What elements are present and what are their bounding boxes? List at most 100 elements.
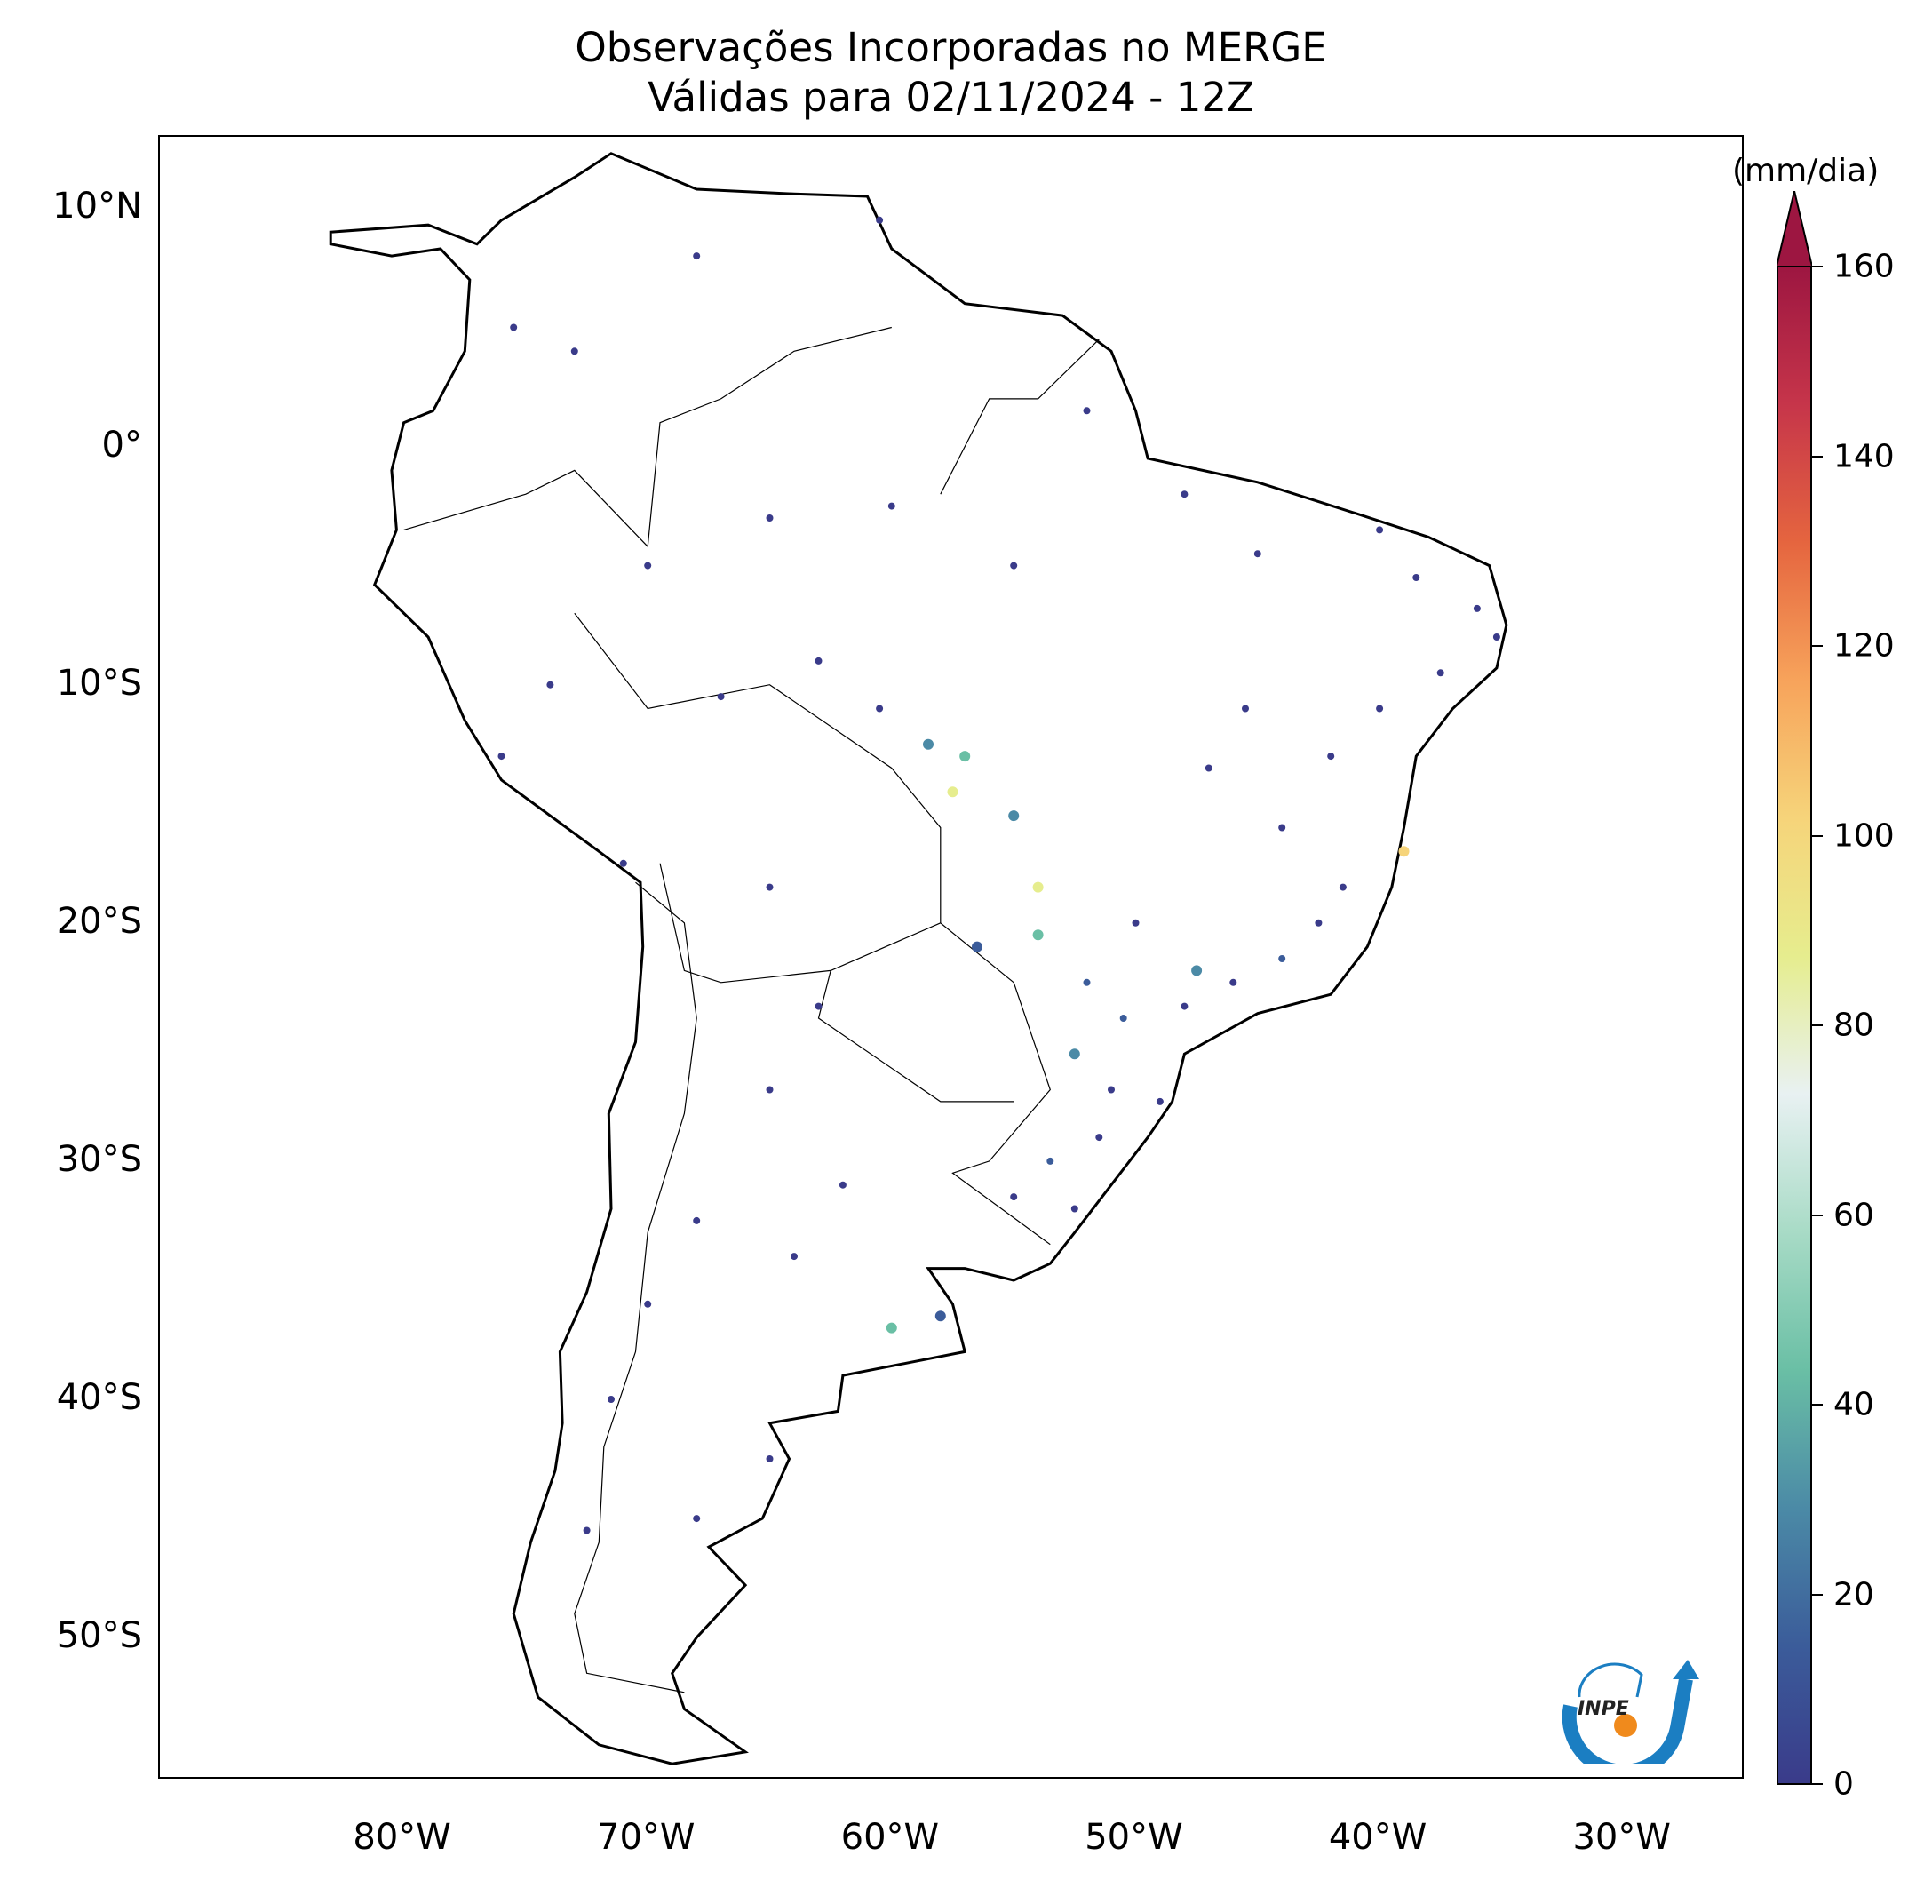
title-line-2: Válidas para 02/11/2024 - 12Z [648, 74, 1254, 121]
observation-point [923, 738, 934, 750]
observation-point [815, 657, 823, 665]
colorbar-extend-arrow [1777, 191, 1812, 267]
observation-point [1008, 810, 1020, 822]
map-svg [329, 152, 1508, 1765]
observation-point [1398, 846, 1410, 857]
observation-point [1032, 929, 1044, 941]
colorbar-tick-label: 0 [1833, 1765, 1854, 1803]
colorbar-tickmark [1812, 455, 1823, 458]
observation-point [1069, 1048, 1080, 1060]
observation-point [510, 323, 518, 331]
observation-point [1315, 919, 1323, 927]
observation-point [1492, 633, 1500, 641]
colorbar-tick-label: 160 [1833, 248, 1895, 285]
observation-point [959, 751, 971, 762]
logo-text: INPE [1578, 1698, 1629, 1720]
colorbar-tickmark [1812, 1404, 1823, 1406]
observation-point [1046, 1157, 1054, 1165]
lat-label: 0° [101, 424, 142, 466]
south-america-coastline [329, 152, 1508, 1765]
observation-point [693, 1515, 701, 1523]
colorbar-tick-label: 80 [1833, 1007, 1874, 1044]
observation-point [1327, 753, 1335, 761]
observation-point [1278, 955, 1286, 962]
lat-label: 30°S [56, 1138, 142, 1180]
observation-point [1010, 562, 1018, 570]
lon-label: 30°W [1572, 1817, 1671, 1858]
lat-label: 10°S [56, 662, 142, 704]
colorbar-tickmark [1812, 1024, 1823, 1026]
observation-point [1242, 705, 1249, 713]
observation-point [876, 705, 884, 713]
observation-point [1229, 978, 1237, 986]
country-border [574, 612, 1051, 1246]
observation-point [1156, 1097, 1164, 1105]
country-border [574, 881, 697, 1693]
title-line-1: Observações Incorporadas no MERGE [575, 24, 1327, 71]
observation-point [1436, 669, 1444, 677]
colorbar-tickmark [1812, 266, 1823, 267]
colorbar-tickmark [1812, 1783, 1823, 1785]
observation-point [1412, 574, 1420, 581]
observation-point [972, 941, 982, 952]
observation-point [717, 693, 725, 701]
observation-point [887, 502, 895, 510]
observation-point [1032, 881, 1044, 893]
observation-point [815, 1002, 823, 1010]
lat-label: 20°S [56, 900, 142, 942]
observation-point [947, 786, 958, 798]
observation-point [766, 1455, 774, 1462]
lat-label: 10°N [52, 186, 142, 227]
lon-label: 70°W [596, 1817, 696, 1858]
observation-point [1095, 1134, 1103, 1142]
observation-point [1181, 1002, 1189, 1010]
observation-point [693, 252, 701, 260]
observation-point [876, 216, 884, 224]
observation-point [839, 1181, 847, 1189]
lon-label: 80°W [353, 1817, 451, 1858]
colorbar-tick-label: 120 [1833, 627, 1895, 665]
lon-label: 40°W [1328, 1817, 1427, 1858]
observation-point [570, 347, 578, 355]
observation-point [644, 1300, 652, 1308]
observation-point [1119, 1015, 1127, 1022]
observation-point [1132, 919, 1140, 927]
observation-point [934, 1310, 946, 1322]
observation-point [583, 1526, 591, 1534]
lat-label: 50°S [56, 1615, 142, 1657]
observation-point [1191, 965, 1203, 976]
observation-point [644, 562, 652, 570]
country-border [940, 339, 1100, 495]
observation-point [693, 1216, 701, 1224]
colorbar-tick-label: 140 [1833, 438, 1895, 474]
observation-point [1205, 764, 1212, 772]
observation-point [1253, 550, 1261, 558]
observation-point [1070, 1205, 1078, 1213]
observation-point [546, 681, 554, 689]
observation-point [1108, 1086, 1115, 1094]
observation-point [766, 883, 774, 891]
observation-point [497, 753, 505, 761]
observation-point [1083, 978, 1091, 986]
observation-point [791, 1253, 798, 1261]
observation-point [886, 1322, 897, 1334]
inpe-logo: INPE [1562, 1660, 1699, 1764]
observation-point [1376, 526, 1384, 534]
lon-label: 60°W [840, 1817, 940, 1858]
observation-point [619, 859, 627, 867]
colorbar-unit-label: (mm/dia) [1732, 153, 1880, 189]
observation-point [1376, 705, 1384, 713]
colorbar-tickmark [1812, 1593, 1823, 1596]
colorbar-tick-label: 100 [1833, 817, 1895, 854]
observation-point [1278, 824, 1286, 832]
observation-point [766, 1086, 774, 1094]
country-border [647, 326, 892, 547]
colorbar [1777, 191, 1812, 1785]
country-border [659, 863, 942, 984]
colorbar-tickmark [1812, 834, 1823, 837]
observation-point [1339, 883, 1347, 891]
observation-point [1083, 407, 1091, 415]
observation-point [608, 1396, 615, 1403]
colorbar-tickmark [1812, 1214, 1823, 1216]
observation-point [1181, 490, 1189, 498]
